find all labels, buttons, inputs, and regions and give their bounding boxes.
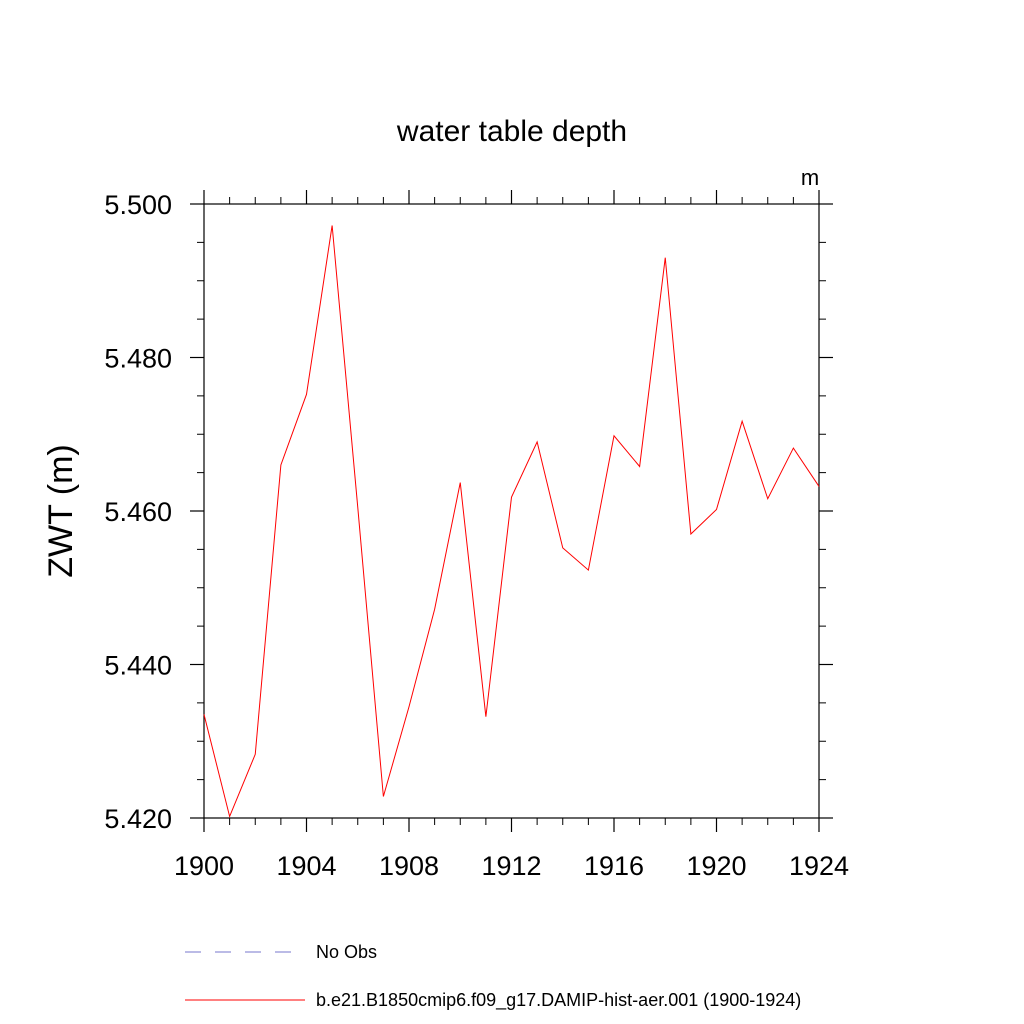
x-tick-label: 1916 — [584, 851, 644, 881]
x-tick-label: 1924 — [789, 851, 849, 881]
units-label: m — [801, 165, 819, 190]
series-lines — [203, 225, 820, 819]
axis-ticks — [190, 190, 833, 832]
legend-label: b.e21.B1850cmip6.f09_g17.DAMIP-hist-aer.… — [316, 990, 801, 1011]
x-tick-label: 1904 — [276, 851, 336, 881]
y-tick-label: 5.500 — [104, 190, 172, 220]
plot-frame — [203, 203, 820, 819]
x-tick-label: 1908 — [379, 851, 439, 881]
y-axis-label: ZWT (m) — [42, 444, 80, 577]
chart-title: water table depth — [396, 115, 627, 148]
legend-label: No Obs — [316, 942, 377, 962]
x-tick-label: 1920 — [686, 851, 746, 881]
y-tick-label: 5.460 — [104, 497, 172, 527]
y-tick-label: 5.420 — [104, 804, 172, 834]
series-line — [203, 225, 820, 819]
x-tick-label: 1912 — [481, 851, 541, 881]
x-tick-label: 1900 — [174, 851, 234, 881]
axis-tick-labels: 1900 1904 1908 1912 1916 1920 1924 5.420 5.440 5.… — [104, 190, 849, 881]
y-tick-label: 5.480 — [104, 344, 172, 374]
y-tick-label: 5.440 — [104, 651, 172, 681]
legend: No Obs b.e21.B1850cmip6.f09_g17.DAMIP-his… — [185, 942, 801, 1011]
